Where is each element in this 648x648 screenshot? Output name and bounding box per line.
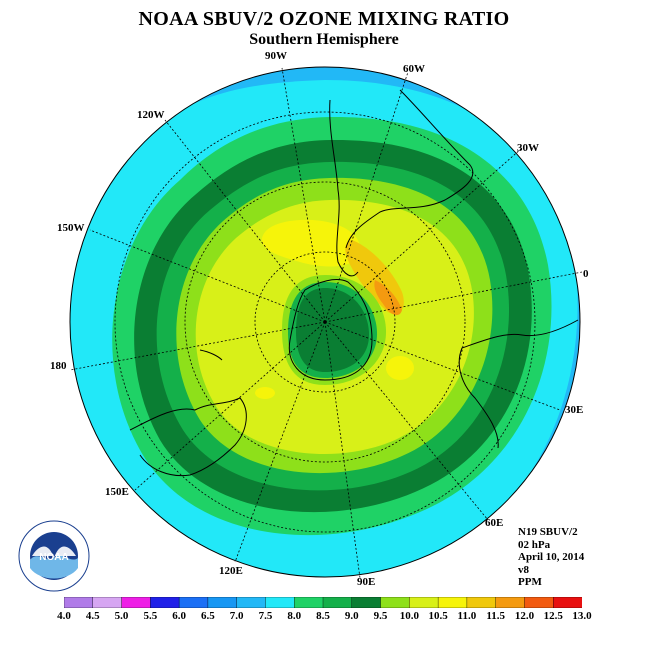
colorbar-tick-label: 11.5 (486, 610, 505, 622)
info-units: PPM (518, 576, 542, 588)
colorbar-swatch (351, 597, 382, 608)
colorbar-swatch (466, 597, 497, 608)
colorbar-tick-label: 8.5 (316, 610, 330, 622)
coastline-australia (129, 397, 247, 477)
lon-label-30w: 30W (517, 142, 539, 154)
lon-label-0: 0 (583, 268, 589, 280)
lon-label-60w: 60W (403, 63, 425, 75)
ozone-band-11-5 (374, 280, 402, 316)
colorbar-tick-label: 12.5 (543, 610, 563, 622)
ozone-patch (255, 387, 275, 399)
lon-label-90e: 90E (357, 576, 376, 588)
coastline-south-america-east (345, 89, 474, 249)
lon-label-60e: 60E (485, 517, 504, 529)
svg-text:NOAA: NOAA (39, 552, 68, 563)
info-version: v8 (518, 563, 529, 576)
info-date: April 10, 2014 (518, 551, 585, 563)
colorbar-swatch (495, 597, 526, 608)
colorbar-swatch (265, 597, 295, 608)
chart-subtitle: Southern Hemisphere (249, 31, 399, 48)
coastlines (129, 89, 579, 477)
colorbar-tick-label: 8.0 (287, 610, 302, 622)
info-pressure: 02 hPa (518, 538, 551, 551)
colorbar-swatch (121, 597, 152, 608)
colorbar-swatch (294, 597, 324, 608)
coastline-antarctica (288, 279, 373, 381)
lon-label-180: 180 (50, 360, 67, 372)
lon-label-120w: 120W (137, 109, 165, 121)
coastline-new-zealand (199, 349, 223, 361)
colorbar-tick-label: 9.5 (373, 610, 388, 622)
colorbar-tick-label: 5.0 (114, 610, 129, 622)
lon-label-120e: 120E (219, 565, 243, 577)
colorbar-tick-label: 5.5 (143, 610, 158, 622)
coastline-africa (458, 319, 579, 449)
map-border (69, 66, 581, 578)
colorbar-tick-label: 4.0 (57, 610, 71, 622)
colorbar-tick-label: 10.5 (428, 610, 448, 622)
colorbar-swatch (150, 597, 180, 608)
colorbar-tick-label: 11.0 (457, 610, 477, 622)
colorbar-swatch (380, 597, 411, 608)
coastline-south-america (329, 99, 359, 277)
ozone-patch (386, 356, 414, 380)
info-satellite: N19 SBUV/2 (518, 526, 578, 538)
colorbar-tick-label: 6.5 (201, 610, 215, 622)
lon-label-150e: 150E (105, 486, 129, 498)
lon-label-30e: 30E (565, 404, 584, 416)
colorbar-tick-label: 4.5 (85, 610, 100, 622)
colorbar-swatch (553, 597, 582, 608)
colorbar-swatch (409, 597, 439, 608)
colorbar-swatch (207, 597, 238, 608)
colorbar-swatch (92, 597, 123, 608)
info-block: N19 SBUV/2 02 hPa April 10, 2014 v8 PPM (518, 526, 584, 589)
colorbar-tick-label: 12.0 (514, 610, 535, 622)
colorbar-swatch (236, 597, 267, 608)
colorbar-tick-label: 6.0 (172, 610, 186, 622)
colorbar-tick-label: 7.5 (258, 610, 273, 622)
colorbar-swatch (437, 597, 468, 608)
colorbar-swatch (524, 597, 554, 608)
colorbar-tick-label: 13.0 (572, 610, 592, 622)
colorbar-tick-label: 9.0 (344, 610, 359, 622)
noaa-logo: NOAA (18, 520, 90, 592)
colorbar-swatch (178, 597, 209, 608)
colorbar-tick-label: 7.0 (229, 610, 244, 622)
lon-label-90w: 90W (265, 50, 287, 62)
colorbar-swatch (64, 597, 94, 608)
lon-label-150w: 150W (57, 222, 85, 234)
colorbar (64, 597, 582, 608)
colorbar-swatch (322, 597, 353, 608)
graticule (69, 67, 583, 579)
chart-title: NOAA SBUV/2 OZONE MIXING RATIO (138, 8, 510, 30)
ozone-band-10-5 (261, 219, 361, 267)
colorbar-tick-label: 10.0 (399, 610, 419, 622)
